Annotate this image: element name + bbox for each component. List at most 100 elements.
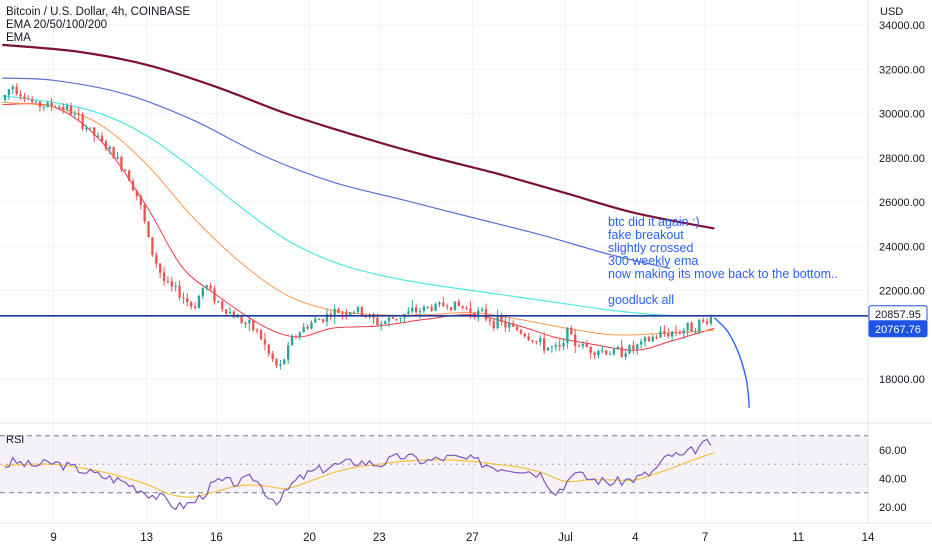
candle-body <box>58 106 61 108</box>
candle-body <box>174 285 177 287</box>
candle-body <box>193 306 197 309</box>
candle-body <box>96 135 100 137</box>
legend-symbol[interactable]: Bitcoin / U.S. Dollar, 4h, COINBASE <box>6 6 191 18</box>
candle-body <box>705 321 709 324</box>
candle-body <box>620 346 623 357</box>
candle-body <box>484 309 488 320</box>
candle-body <box>46 102 49 107</box>
candle-body <box>302 326 305 333</box>
candle-body <box>252 319 255 331</box>
rsi-ma-line <box>2 452 715 498</box>
candle-body <box>663 331 666 334</box>
candle-body <box>581 343 585 347</box>
price-tick-label: 18000.00 <box>879 374 925 386</box>
candle-body <box>232 311 236 318</box>
candle-body <box>418 311 422 313</box>
price-tick-label: 34000.00 <box>879 20 925 32</box>
legend-indicator[interactable]: EMA 20/50/100/200 <box>6 19 108 31</box>
candle-body <box>461 306 464 308</box>
candle-body <box>34 101 38 103</box>
time-tick-label: 9 <box>50 532 56 544</box>
candle-body <box>166 281 170 283</box>
candle-body <box>306 326 309 329</box>
candle-body <box>465 307 468 309</box>
time-tick-label: 7 <box>702 532 708 544</box>
candle-body <box>73 114 77 116</box>
candle-body <box>62 106 65 110</box>
annotation-line: 300 weekly ema <box>608 254 699 268</box>
time-tick-label: 13 <box>140 532 153 544</box>
candle-body <box>570 327 573 335</box>
candle-body <box>259 330 263 340</box>
annotation-line: fake breakout <box>608 228 684 242</box>
candle-body <box>407 311 410 314</box>
candle-body <box>333 308 336 317</box>
candle-body <box>38 101 42 107</box>
candle-body <box>178 285 181 298</box>
candle-body <box>7 89 11 96</box>
ema300-line <box>2 43 715 230</box>
candle-body <box>488 319 492 321</box>
candle-body <box>690 322 693 332</box>
candle-body <box>314 319 317 323</box>
candle-body <box>42 106 45 108</box>
candle-body <box>457 301 460 307</box>
candle-body <box>515 326 519 331</box>
candle-body <box>480 309 484 311</box>
candle-body <box>682 330 685 334</box>
rsi-tick-label: 60.00 <box>879 445 907 457</box>
candle-body <box>376 317 379 325</box>
price-tag-label: 20857.95 <box>875 309 921 321</box>
time-tick-label: 11 <box>792 532 804 544</box>
chart-annotation[interactable]: btc did it again :) fake breakout slight… <box>608 216 838 307</box>
candle-body <box>438 302 441 305</box>
candle-body <box>391 317 395 319</box>
candle-body <box>422 306 426 312</box>
candle-body <box>151 237 154 255</box>
price-tag-label: 20767.76 <box>875 324 921 336</box>
candle-body <box>639 341 643 345</box>
candle-body <box>531 340 534 342</box>
candle-body <box>131 180 135 191</box>
candle-body <box>702 319 705 322</box>
candle-body <box>504 321 507 328</box>
candle-body <box>430 306 433 311</box>
candle-body <box>574 334 577 347</box>
candle-body <box>54 106 57 108</box>
candle-body <box>244 322 247 324</box>
candle-body <box>240 316 243 323</box>
rsi-tick-label: 20.00 <box>879 502 907 514</box>
candle-body <box>380 323 383 325</box>
candle-body <box>554 344 557 347</box>
legend-indicator-2[interactable]: EMA <box>6 32 31 44</box>
candle-body <box>221 301 224 310</box>
price-tick-label: 28000.00 <box>879 153 925 165</box>
candle-body <box>170 281 173 287</box>
candle-body <box>155 254 158 264</box>
rsi-tick-label: 40.00 <box>879 474 907 486</box>
candle-body <box>511 323 515 327</box>
candle-body <box>597 350 600 356</box>
candle-body <box>263 339 267 345</box>
candle-body <box>667 333 670 337</box>
candle-body <box>100 135 104 142</box>
candle-body <box>325 313 329 322</box>
price-tick-label: 24000.00 <box>879 241 925 253</box>
candle-body <box>372 315 375 318</box>
candle-body <box>139 196 142 205</box>
rsi-pane-label[interactable]: RSI <box>6 434 25 446</box>
candle-body <box>601 350 604 352</box>
candle-body <box>337 308 340 313</box>
candle-body <box>558 344 561 347</box>
candle-body <box>628 345 631 354</box>
candle-body <box>31 99 34 102</box>
candle-body <box>298 332 301 337</box>
candle-body <box>294 336 298 338</box>
candle-body <box>124 169 127 171</box>
candle-body <box>217 301 220 303</box>
annotation-line: now making its move back to the bottom.. <box>608 267 838 281</box>
candle-body <box>636 344 639 350</box>
candle-body <box>279 364 282 366</box>
